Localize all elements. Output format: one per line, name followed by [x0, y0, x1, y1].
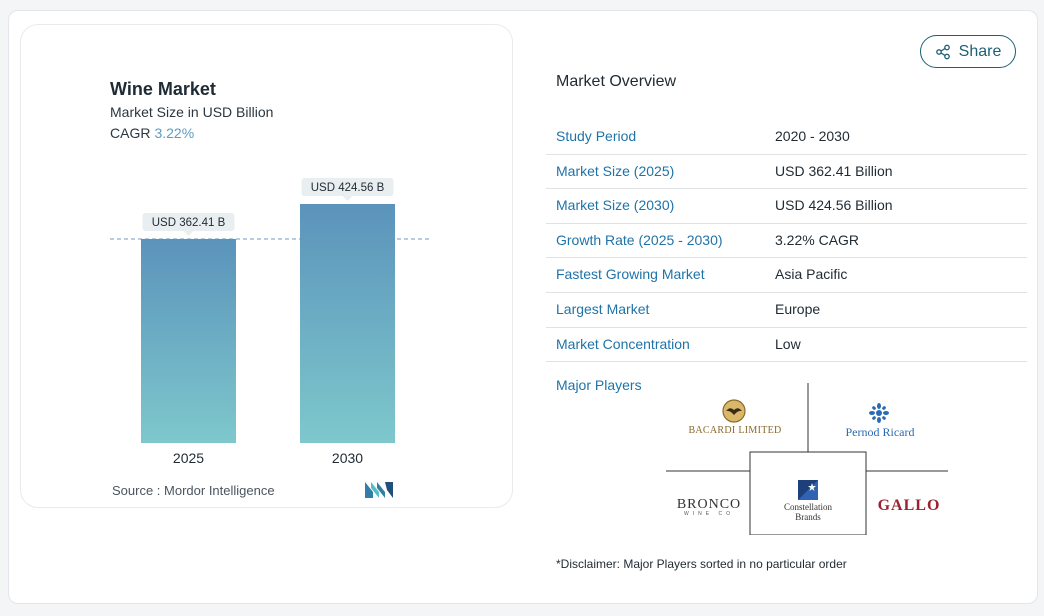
- player-gallo: GALLO: [877, 497, 941, 514]
- row-value: USD 424.56 Billion: [775, 197, 893, 214]
- pernod-ricard-sun-icon: [869, 403, 889, 423]
- major-players-grid: BACARDI LIMITED Pernod Ricard BRONCO WIN…: [666, 383, 948, 535]
- row-key: Study Period: [556, 128, 637, 144]
- cagr-label: CAGR: [110, 125, 151, 141]
- row-value: Asia Pacific: [775, 266, 848, 283]
- row-key: Largest Market: [556, 300, 650, 317]
- row-value: USD 362.41 Billion: [775, 162, 893, 179]
- constellation-line1: Constellation: [784, 502, 832, 512]
- table-row: Study Period 2020 - 2030: [546, 120, 1027, 155]
- data-label-pointer: [342, 196, 353, 201]
- share-button[interactable]: Share: [920, 35, 1016, 68]
- chart-subtitle: Market Size in USD Billion: [110, 104, 274, 120]
- table-row: Market Size (2025) USD 362.41 Billion: [546, 155, 1027, 190]
- data-label-box: [301, 178, 394, 196]
- data-label-box: [142, 212, 235, 231]
- row-value: Low: [775, 335, 801, 352]
- row-value: 3.22% CAGR: [775, 231, 860, 248]
- share-icon: [935, 44, 950, 59]
- bar-2030: [300, 204, 395, 443]
- table-row: Fastest Growing Market Asia Pacific: [546, 258, 1027, 293]
- table-row: Largest Market Europe: [546, 293, 1027, 328]
- data-label-pointer: [183, 230, 194, 236]
- row-key: Market Size (2025): [556, 162, 675, 179]
- row-key: Growth Rate (2025 - 2030): [556, 231, 723, 248]
- row-key: Market Size (2030): [556, 197, 675, 214]
- player-bacardi: BACARDI LIMITED: [688, 425, 782, 436]
- disclaimer: *Disclaimer: Major Players sorted in no …: [556, 557, 847, 571]
- chart-title: Wine Market: [110, 79, 216, 99]
- overview-title: Market Overview: [556, 73, 677, 90]
- table-row: Growth Rate (2025 - 2030) 3.22% CAGR: [546, 224, 1027, 259]
- player-pernod-ricard: Pernod Ricard: [845, 425, 915, 439]
- overview-table: Study Period 2020 - 2030 Market Size (202…: [546, 120, 1027, 363]
- player-bronco-sub: WINE CO: [684, 511, 734, 517]
- data-label: USD 424.56 B: [311, 182, 385, 194]
- player-constellation: Constellation Brands: [766, 502, 850, 522]
- constellation-star-icon: [798, 480, 818, 500]
- mordor-logo-icon: [365, 482, 393, 498]
- cagr-value: 3.22%: [154, 125, 195, 141]
- x-tick-label: 2025: [173, 450, 204, 466]
- bar-chart: USD 362.41 B 2025 USD 424.56 B 2030: [110, 178, 430, 466]
- major-players-label: Major Players: [556, 377, 642, 393]
- chart-cagr: CAGR 3.22%: [110, 125, 194, 141]
- bar-2025: [141, 238, 236, 443]
- x-tick-label: 2030: [332, 450, 363, 466]
- bacardi-bat-icon: [722, 399, 746, 423]
- row-key: Market Concentration: [556, 335, 690, 352]
- chart-source: Source : Mordor Intelligence: [112, 483, 275, 498]
- table-row: Market Size (2030) USD 424.56 Billion: [546, 189, 1027, 224]
- player-bronco: BRONCO: [676, 497, 742, 512]
- row-key: Fastest Growing Market: [556, 266, 705, 283]
- players-grid-lines: [666, 383, 948, 535]
- row-value: Europe: [775, 300, 821, 317]
- chart-card: [20, 24, 513, 508]
- constellation-line2: Brands: [795, 512, 821, 522]
- table-row: Market Concentration Low: [546, 328, 1027, 363]
- data-label: USD 362.41 B: [152, 217, 226, 229]
- row-value: 2020 - 2030: [775, 128, 850, 144]
- share-label: Share: [958, 42, 1002, 60]
